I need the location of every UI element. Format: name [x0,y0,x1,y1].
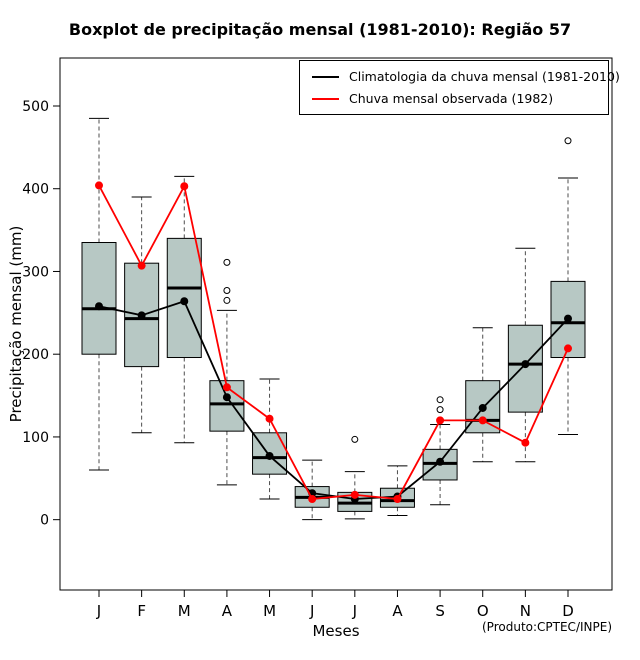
series-point [564,344,572,353]
legend-line-observed-icon [312,97,339,100]
box [507,324,543,413]
series-point [137,311,146,320]
y-tick-label: 0 [40,513,49,529]
x-axis-label: Meses [312,622,360,640]
outlier-point [436,396,444,404]
series-point [564,314,572,323]
plot-border [59,57,613,591]
series-point [393,494,402,503]
outlier-point [564,137,572,145]
x-tick-label: S [435,602,445,620]
outlier-point [223,258,231,266]
x-tick-label: A [222,602,233,620]
series-line [98,183,569,500]
series-point [95,181,103,190]
x-tick-label: N [520,602,531,620]
y-tick-label: 300 [22,264,49,280]
y-tick-label: 200 [22,347,49,363]
legend-item-climatology: Climatologia da chuva mensal (1981-2010) [312,69,620,84]
y-tick-label: 500 [22,99,49,115]
series-point [222,383,231,392]
series-point [180,182,189,191]
outlier-point [223,286,231,294]
series-point [95,302,103,311]
series-point [521,360,530,369]
outlier-point [223,296,231,304]
legend-line-climatology-icon [312,75,339,78]
x-tick-label: O [477,602,489,620]
y-tick-label: 100 [22,430,49,446]
legend-label-observed: Chuva mensal observada (1982) [349,91,554,106]
x-tick-label: J [352,602,357,620]
series-point [265,451,274,460]
series-point [521,438,530,447]
source-credit: (Produto:CPTEC/INPE) [482,620,612,634]
series-point [222,393,231,402]
x-tick-label: J [96,602,101,620]
legend-label-climatology: Climatologia da chuva mensal (1981-2010) [349,69,620,84]
x-tick-label: J [309,602,314,620]
outlier-point [351,435,359,443]
series-point [350,490,359,499]
x-tick-label: M [178,602,191,620]
series-point [478,403,487,412]
chart-title: Boxplot de precipitação mensal (1981-201… [68,20,572,39]
series-point [478,416,487,425]
series-point [180,297,189,306]
outlier-point [436,406,444,414]
x-tick-label: D [562,602,574,620]
legend: Climatologia da chuva mensal (1981-2010)… [299,60,620,115]
series-point [308,494,317,503]
x-tick-label: M [263,602,276,620]
series-point [137,261,146,270]
series-point [436,416,445,425]
y-tick-label: 400 [22,182,49,198]
series-point [265,414,274,423]
x-tick-label: F [137,602,146,620]
series-point [436,457,445,466]
x-tick-label: A [392,602,403,620]
box [81,242,117,355]
legend-item-observed: Chuva mensal observada (1982) [312,91,598,106]
